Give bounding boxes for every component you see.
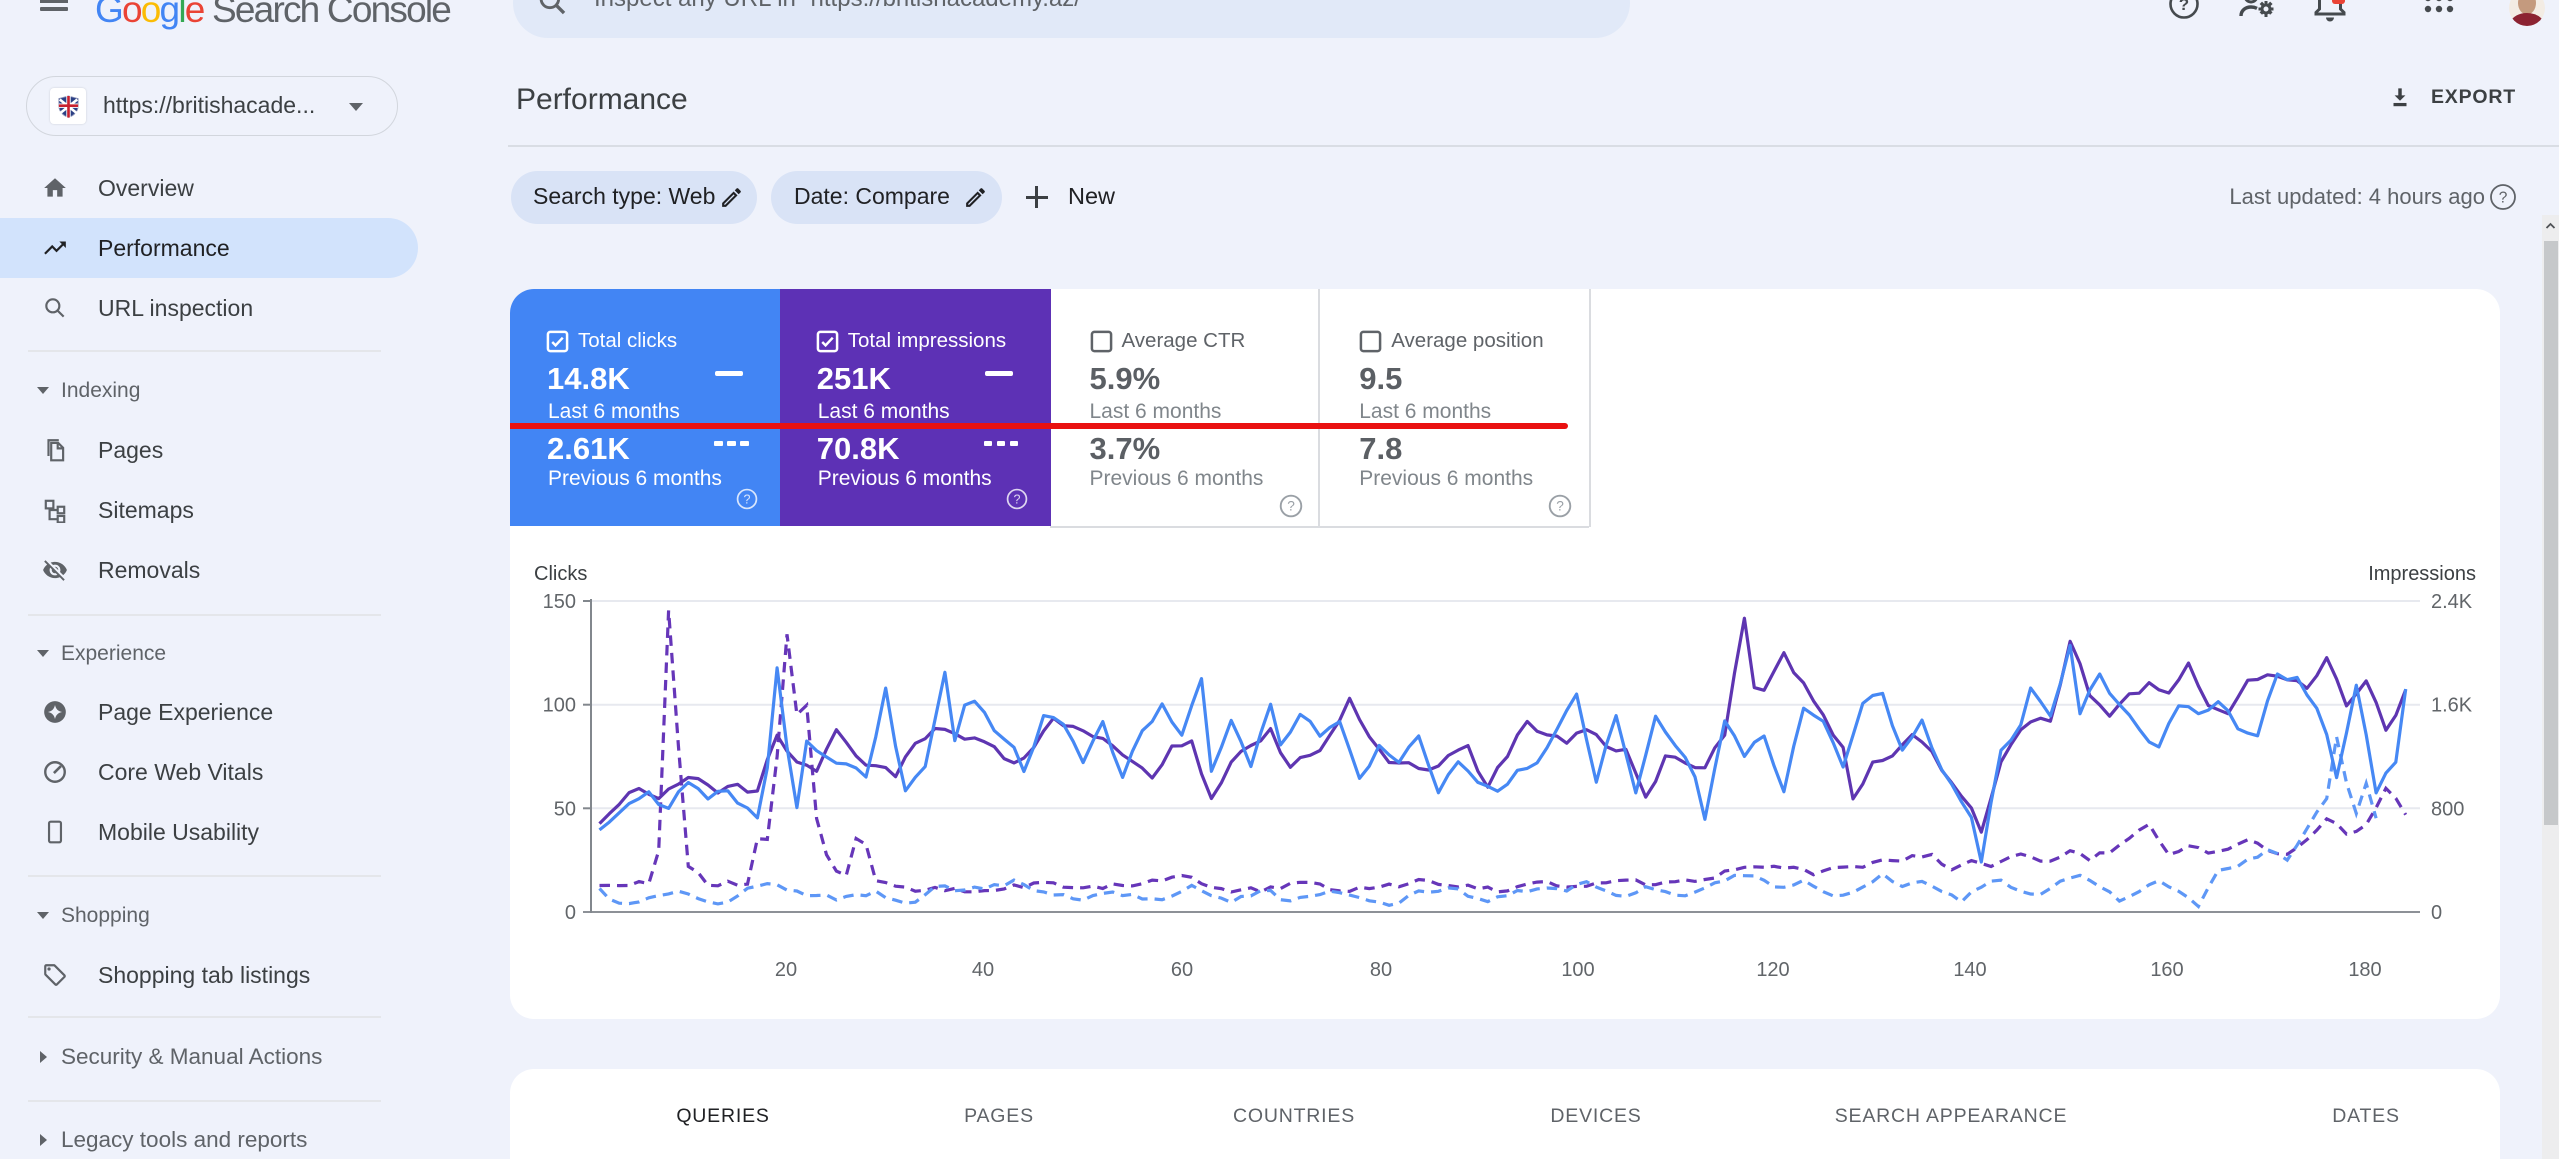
svg-text:?: ? <box>2179 0 2189 14</box>
svg-text:0: 0 <box>2431 902 2442 924</box>
svg-text:?: ? <box>1287 499 1295 514</box>
svg-text:120: 120 <box>1756 959 1789 981</box>
svg-text:0: 0 <box>565 902 576 924</box>
svg-text:100: 100 <box>543 695 576 717</box>
svg-text:?: ? <box>1013 492 1020 506</box>
svg-text:160: 160 <box>2150 959 2183 981</box>
svg-text:50: 50 <box>554 798 576 820</box>
svg-text:60: 60 <box>1171 959 1193 981</box>
svg-text:140: 140 <box>1953 959 1986 981</box>
svg-text:150: 150 <box>543 591 576 613</box>
svg-text:80: 80 <box>1370 959 1392 981</box>
svg-text:?: ? <box>1556 499 1564 514</box>
svg-text:40: 40 <box>972 959 994 981</box>
svg-text:800: 800 <box>2431 798 2464 820</box>
svg-text:180: 180 <box>2348 959 2381 981</box>
svg-text:Impressions: Impressions <box>2368 563 2476 585</box>
svg-text:?: ? <box>744 492 751 506</box>
svg-text:2.4K: 2.4K <box>2431 591 2473 613</box>
svg-text:Clicks: Clicks <box>534 563 587 585</box>
svg-text:1.6K: 1.6K <box>2431 695 2473 717</box>
svg-text:100: 100 <box>1561 959 1594 981</box>
svg-text:20: 20 <box>775 959 797 981</box>
svg-text:?: ? <box>2499 190 2508 207</box>
